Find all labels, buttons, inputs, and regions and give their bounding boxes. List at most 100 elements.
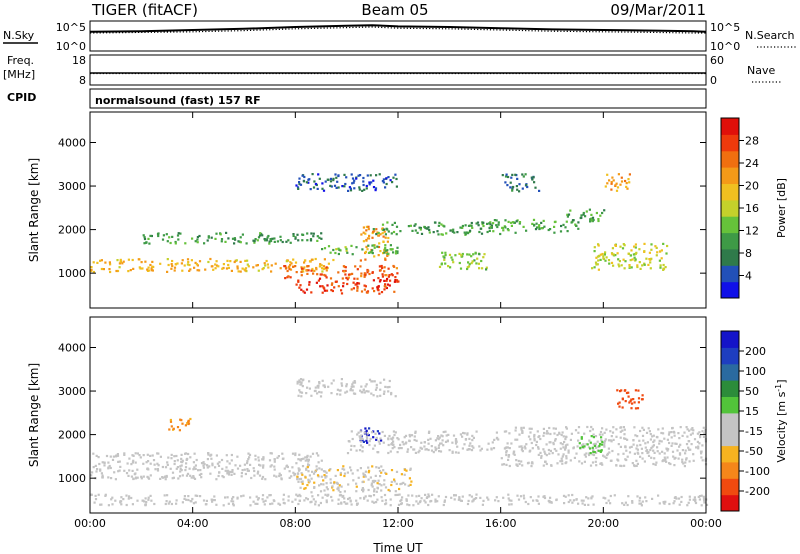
power-cell [367,251,371,254]
velocity-cell [590,497,593,500]
velocity-cell [270,452,273,455]
power-cell [305,288,309,291]
velocity-cell [698,431,701,434]
velocity-cell [379,388,382,391]
velocity-cell [184,469,187,472]
velocity-cell [308,480,311,483]
velocity-cell [299,391,302,394]
power-cell [356,285,359,288]
velocity-cell [194,464,197,467]
power-cell [392,251,395,254]
velocity-cell [650,456,653,459]
velocity-cell [442,444,445,447]
velocity-cell [383,390,386,393]
power-cell [394,279,397,282]
velocity-cell [214,466,217,469]
power-colorbar-cell [721,248,739,266]
velocity-cell [242,494,245,497]
velocity-cell [631,402,634,405]
velocity-cell [563,440,566,444]
power-cell [386,254,389,257]
power-cell [655,254,658,257]
power-cell [603,209,606,212]
velocity-cell [617,402,620,405]
velocity-cell [419,446,422,449]
power-cell [411,229,414,232]
velocity-cell [413,435,416,438]
velocity-cell [427,448,430,452]
power-cell [626,187,629,190]
velocity-cell [624,446,627,449]
power-cell [384,246,387,249]
velocity-cell [682,462,685,465]
velocity-cell [693,496,696,499]
velocity-cell [365,383,368,386]
velocity-cell [199,495,202,498]
velocity-cell [147,496,150,499]
power-cell [146,268,149,271]
velocity-cell [325,475,328,478]
velocity-cell [258,463,261,466]
velocity-cell [447,433,450,436]
velocity-cell [193,452,196,455]
power-cell [623,267,626,270]
velocity-cell [486,448,489,451]
power-cell [122,260,125,263]
velocity-cell [495,431,498,434]
velocity-cell [261,494,265,497]
velocity-cell [688,495,691,498]
power-cell [372,179,375,182]
power-cell [143,242,146,245]
velocity-cell [365,435,368,438]
velocity-cell [199,469,202,472]
power-cell [647,263,650,266]
velocity-cell [211,500,214,503]
power-cell [365,229,368,232]
velocity-cell [372,501,376,504]
velocity-cell [187,495,190,498]
power-cell [171,259,174,263]
power-cell [569,209,572,212]
power-cell [374,189,377,192]
power-colorbar-cells [721,118,739,299]
velocity-cell [202,464,205,467]
velocity-cell [391,437,394,440]
power-cell [344,266,347,269]
velocity-cell [405,498,408,501]
power-cell [618,260,621,263]
power-cell [198,234,201,238]
power-cell [276,240,279,243]
velocity-cell [157,452,160,455]
velocity-cell [637,397,641,400]
velocity-cell [146,453,149,456]
power-cell [343,270,346,273]
power-cell [196,264,199,267]
power-cell [288,266,291,269]
velocity-cell [390,393,393,396]
power-cell [210,265,213,268]
velocity-cell [408,439,411,443]
velocity-cell [610,435,613,438]
velocity-cell [400,482,403,485]
velocity-cell [440,434,443,437]
power-cell [303,291,306,294]
power-cell [352,281,355,284]
power-cell [179,232,182,235]
velocity-cell [93,501,96,504]
velocity-cell [262,464,265,467]
velocity-x-tick-label: 00:00 [74,517,106,530]
velocity-cell [443,499,446,502]
power-cell [316,235,319,238]
velocity-cell [402,481,405,484]
velocity-cell [186,422,189,425]
velocity-cell [123,452,126,455]
power-cell [492,230,495,233]
velocity-colorbar-tick-label: 200 [745,345,766,358]
power-cell [266,236,269,239]
power-cell [165,233,168,236]
power-cell [368,234,371,237]
velocity-cell [222,476,225,479]
velocity-cell [675,497,678,500]
power-cell [376,245,379,248]
power-cell [92,270,95,274]
